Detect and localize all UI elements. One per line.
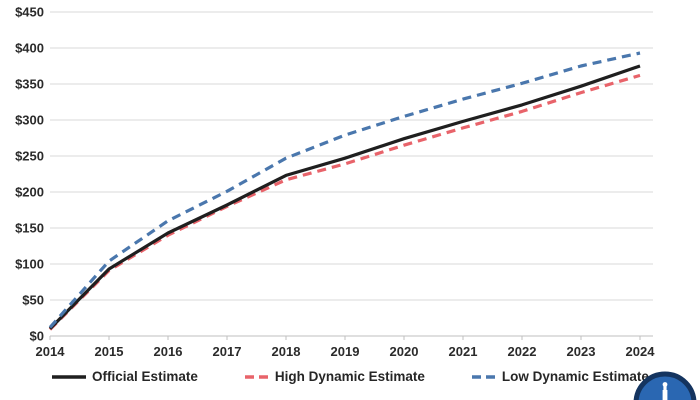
legend-item-low-dynamic-estimate: Low Dynamic Estimate — [471, 369, 649, 384]
low-dynamic-estimate-line-sample — [471, 374, 496, 379]
x-tick-label: 2022 — [508, 344, 537, 359]
monument-column-icon — [662, 382, 668, 400]
circular-monument-logo — [633, 371, 697, 400]
legend: Official Estimate High Dynamic Estimate … — [0, 369, 700, 384]
legend-item-high-dynamic-estimate: High Dynamic Estimate — [244, 369, 425, 384]
y-tick-label: $150 — [15, 221, 44, 236]
series-line-official-estimate — [48, 64, 641, 330]
y-tick-label: $100 — [15, 257, 44, 272]
legend-label-high-dynamic-estimate: High Dynamic Estimate — [274, 369, 425, 384]
legend-label-low-dynamic-estimate: Low Dynamic Estimate — [501, 369, 649, 384]
x-tick-label: 2014 — [36, 344, 66, 359]
y-tick-label: $50 — [22, 293, 44, 308]
y-tick-label: $350 — [15, 77, 44, 92]
x-tick-label: 2016 — [154, 344, 183, 359]
x-tick-label: 2018 — [272, 344, 301, 359]
series-line-low-dynamic-estimate — [48, 51, 641, 329]
y-tick-label: $450 — [15, 5, 44, 20]
x-tick-label: 2017 — [213, 344, 242, 359]
x-tick-label: 2019 — [331, 344, 360, 359]
official-estimate-line-sample — [52, 374, 87, 379]
x-tick-label: 2023 — [567, 344, 596, 359]
y-tick-label: $250 — [15, 149, 44, 164]
y-tick-label: $200 — [15, 185, 44, 200]
series-line-high-dynamic-estimate — [48, 73, 641, 331]
legend-label-official-estimate: Official Estimate — [92, 369, 198, 384]
y-tick-label: $300 — [15, 113, 44, 128]
y-tick-label: $400 — [15, 41, 44, 56]
x-tick-label: 2020 — [390, 344, 419, 359]
x-tick-label: 2021 — [449, 344, 478, 359]
y-tick-label: $0 — [30, 329, 44, 344]
line-chart: $0 $50 $100 $150 $200 $250 $300 $350 $400 $450 201… — [15, 5, 656, 360]
x-tick-label: 2015 — [95, 344, 124, 359]
legend-item-official-estimate: Official Estimate — [51, 369, 198, 384]
high-dynamic-estimate-line-sample — [244, 374, 269, 379]
x-tick-label: 2024 — [626, 344, 656, 359]
